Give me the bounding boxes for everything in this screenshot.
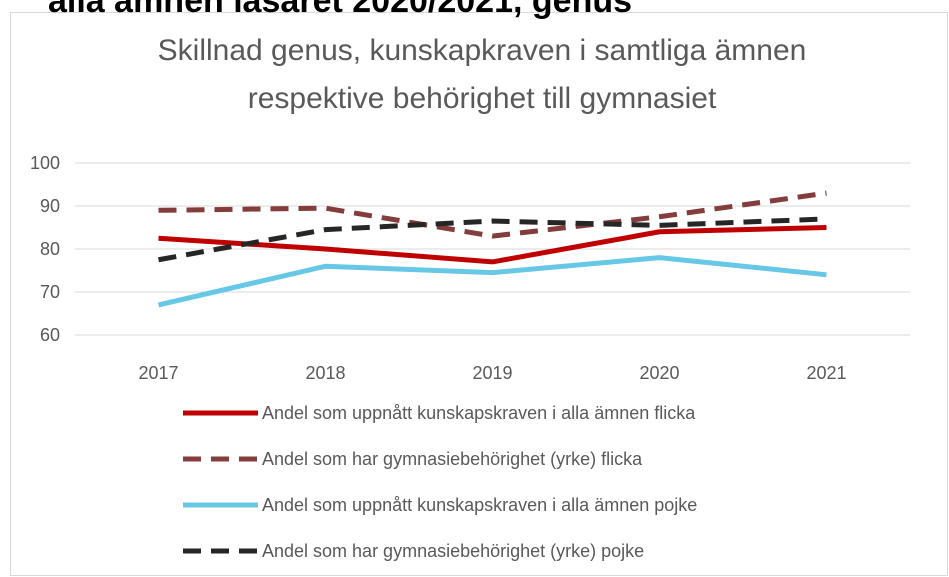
chart-title: respektive behörighet till gymnasiet xyxy=(248,82,717,115)
x-tick-label: 2021 xyxy=(806,363,846,383)
x-tick-label: 2020 xyxy=(639,363,679,383)
legend-label: Andel som har gymnasiebehörighet (yrke) … xyxy=(262,541,644,561)
legend-label: Andel som uppnått kunskapskraven i alla … xyxy=(262,495,697,515)
x-tick-label: 2019 xyxy=(472,363,512,383)
slide-title: alla ämnen läsåret 2020/2021, genus xyxy=(48,0,632,20)
y-tick-label: 100 xyxy=(30,153,60,173)
chart-frame xyxy=(10,12,948,576)
chart-title: Skillnad genus, kunskapkraven i samtliga… xyxy=(158,34,807,67)
x-tick-label: 2017 xyxy=(138,363,178,383)
series-line xyxy=(158,225,827,265)
legend-label: Andel som uppnått kunskapskraven i alla … xyxy=(262,403,696,423)
series-line xyxy=(158,216,827,263)
y-tick-label: 60 xyxy=(40,325,60,345)
x-tick-label: 2018 xyxy=(305,363,345,383)
y-tick-label: 80 xyxy=(40,239,60,259)
series-line xyxy=(158,190,827,239)
series-line xyxy=(157,255,827,308)
y-tick-label: 90 xyxy=(40,196,60,216)
y-tick-label: 70 xyxy=(40,282,60,302)
legend-label: Andel som har gymnasiebehörighet (yrke) … xyxy=(262,449,643,469)
